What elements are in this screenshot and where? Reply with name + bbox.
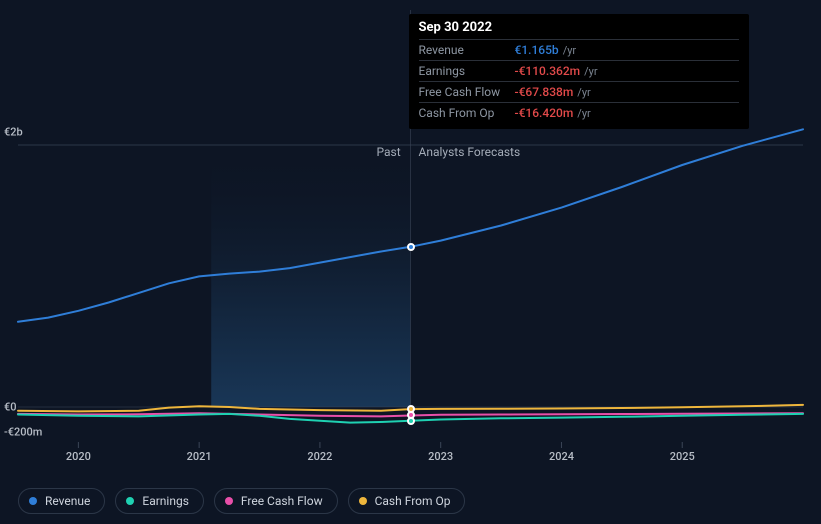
legend-item-fcf[interactable]: Free Cash Flow xyxy=(214,488,338,514)
y-tick-label: €0 xyxy=(4,401,17,414)
tooltip-row-label: Earnings xyxy=(419,64,515,78)
y-tick-label: €2b xyxy=(4,126,23,139)
tooltip-row-value: -€110.362m xyxy=(515,64,581,78)
tooltip-row-unit: /yr xyxy=(577,86,590,99)
x-tick-label: 2025 xyxy=(670,450,695,463)
x-tick-label: 2021 xyxy=(187,450,212,463)
x-tick-label: 2020 xyxy=(66,450,91,463)
legend-item-earnings[interactable]: Earnings xyxy=(115,488,204,514)
tooltip-row-label: Cash From Op xyxy=(419,106,515,120)
tooltip-row-value: -€67.838m xyxy=(515,85,574,99)
tooltip-row-cfo: Cash From Op-€16.420m/yr xyxy=(419,102,739,123)
legend-dot-icon xyxy=(225,497,233,505)
tooltip-row-unit: /yr xyxy=(584,65,597,78)
legend-item-label: Earnings xyxy=(142,494,189,508)
past-label: Past xyxy=(377,145,401,159)
tooltip-row-unit: /yr xyxy=(577,107,590,120)
x-tick-label: 2023 xyxy=(428,450,453,463)
legend-dot-icon xyxy=(126,497,134,505)
y-tick-label: -€200m xyxy=(4,426,42,439)
legend-item-cfo[interactable]: Cash From Op xyxy=(348,488,466,514)
legend-item-label: Revenue xyxy=(45,494,90,508)
earnings-marker xyxy=(407,417,415,425)
x-tick-label: 2022 xyxy=(307,450,332,463)
tooltip-row-revenue: Revenue€1.165b/yr xyxy=(419,39,739,60)
tooltip-date: Sep 30 2022 xyxy=(419,20,739,39)
tooltip-row-unit: /yr xyxy=(563,44,576,57)
chart-legend: Revenue Earnings Free Cash Flow Cash From O… xyxy=(18,488,465,514)
tooltip-row-label: Revenue xyxy=(419,43,515,57)
x-tick-label: 2024 xyxy=(549,450,574,463)
revenue-marker xyxy=(407,243,415,251)
tooltip-row-value: €1.165b xyxy=(515,43,559,57)
legend-item-label: Free Cash Flow xyxy=(241,494,323,508)
legend-item-revenue[interactable]: Revenue xyxy=(18,488,105,514)
tooltip-row-earnings: Earnings-€110.362m/yr xyxy=(419,60,739,81)
tooltip-row-value: -€16.420m xyxy=(515,106,574,120)
legend-dot-icon xyxy=(29,497,37,505)
tooltip-row-label: Free Cash Flow xyxy=(419,85,515,99)
tooltip-row-fcf: Free Cash Flow-€67.838m/yr xyxy=(419,81,739,102)
legend-item-label: Cash From Op xyxy=(375,494,451,508)
chart-tooltip: Sep 30 2022 Revenue€1.165b/yrEarnings-€1… xyxy=(409,14,749,129)
forecast-label: Analysts Forecasts xyxy=(419,145,521,159)
earnings-revenue-chart: Sep 30 2022 Revenue€1.165b/yrEarnings-€1… xyxy=(0,0,821,524)
legend-dot-icon xyxy=(359,497,367,505)
